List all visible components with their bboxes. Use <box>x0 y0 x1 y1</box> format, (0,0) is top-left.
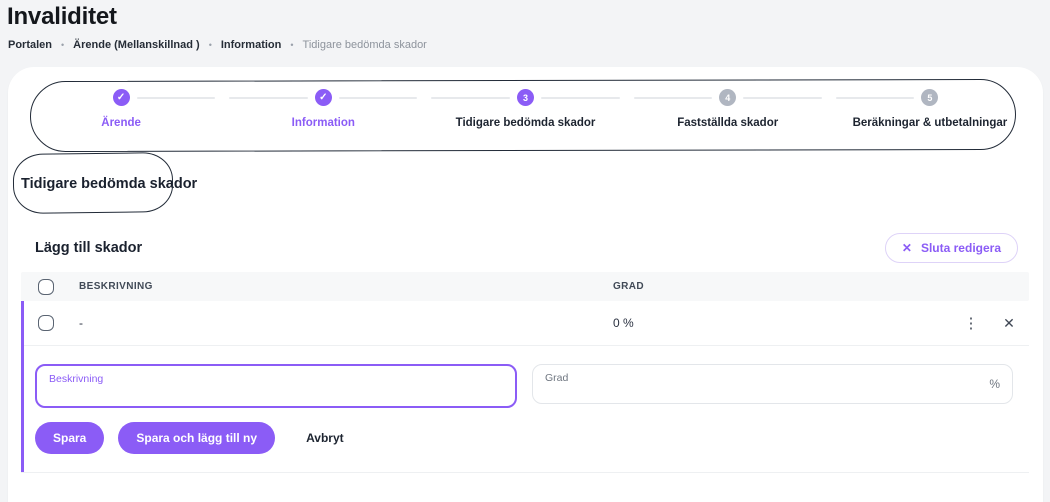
section-heading: Tidigare bedömda skador <box>21 176 198 192</box>
add-damages-title: Lägg till skador <box>35 240 143 256</box>
breadcrumb-separator: • <box>61 40 65 50</box>
table-header-row: BESKRIVNING GRAD <box>21 272 1029 301</box>
step-number-badge[interactable]: 3 <box>517 89 535 106</box>
stepper-step-arende[interactable]: ✓ Ärende <box>20 89 222 129</box>
cancel-button[interactable]: Avbryt <box>300 430 350 446</box>
step-connector <box>743 96 822 99</box>
grad-field[interactable]: Grad % <box>532 364 1013 404</box>
step-connector <box>338 96 418 99</box>
form-actions: Spara Spara och lägg till ny Avbryt <box>24 408 1029 472</box>
step-label: Fastställda skador <box>677 117 779 129</box>
page-header: Invaliditet Portalen • Ärende (Mellanski… <box>0 0 1050 51</box>
step-connector <box>431 96 511 99</box>
header-checkbox-cell <box>21 278 79 295</box>
step-track: ✓ <box>20 89 222 106</box>
check-icon: ✓ <box>116 91 126 103</box>
grad-field-label: Grad <box>545 372 569 384</box>
breadcrumb-separator: • <box>290 40 294 50</box>
save-button[interactable]: Spara <box>35 422 105 454</box>
column-header-grad: GRAD <box>613 281 645 292</box>
step-completed-icon[interactable]: ✓ <box>112 89 130 106</box>
step-label: Tidigare bedömda skador <box>455 117 596 129</box>
beskrivning-field-label: Beskrivning <box>49 373 104 385</box>
step-connector <box>835 96 915 99</box>
section-divider <box>21 472 1029 473</box>
step-track: ✓ <box>222 89 424 106</box>
column-header-beskrivning: BESKRIVNING <box>79 281 153 292</box>
row-checkbox-cell <box>24 315 79 331</box>
add-damages-toolbar: Lägg till skador ✕ Sluta redigera <box>35 233 1018 263</box>
stop-editing-button[interactable]: ✕ Sluta redigera <box>884 233 1018 263</box>
row-checkbox[interactable] <box>38 315 54 331</box>
step-connector <box>136 96 216 99</box>
main-card: ✓ Ärende ✓ Information 3 Tidigare bedömd… <box>8 67 1043 502</box>
select-all-checkbox[interactable] <box>38 278 54 295</box>
step-track: 4 <box>627 89 829 106</box>
check-icon: ✓ <box>319 91 328 103</box>
breadcrumb-item-arende[interactable]: Ärende (Mellanskillnad ) <box>73 39 200 51</box>
row-grad-value: 0 % <box>613 316 634 330</box>
damage-edit-form: Beskrivning Grad % <box>24 346 1029 408</box>
stop-editing-label: Sluta redigera <box>920 241 1001 255</box>
save-and-add-new-button[interactable]: Spara och lägg till ny <box>118 422 276 454</box>
step-track: 5 <box>829 89 1031 106</box>
damages-table: BESKRIVNING GRAD - 0 % ⋮ ✕ Beskrivning <box>21 272 1029 473</box>
step-label: Information <box>291 117 355 129</box>
step-connector <box>541 96 620 99</box>
step-completed-icon[interactable]: ✓ <box>314 89 332 106</box>
step-label: Beräkningar & utbetalningar <box>852 117 1008 129</box>
row-menu-kebab-icon[interactable]: ⋮ <box>953 314 989 332</box>
beskrivning-field[interactable]: Beskrivning <box>35 364 517 408</box>
breadcrumb-item-portalen[interactable]: Portalen <box>8 39 53 51</box>
row-beskrivning-value: - <box>79 316 83 330</box>
breadcrumb-item-current: Tidigare bedömda skador <box>302 39 427 51</box>
step-number-badge[interactable]: 4 <box>719 89 737 106</box>
page-title: Invaliditet <box>7 3 117 30</box>
stepper-step-faststallda-skador[interactable]: 4 Fastställda skador <box>627 89 829 129</box>
step-track: 3 <box>424 89 626 106</box>
breadcrumb: Portalen • Ärende (Mellanskillnad ) • In… <box>7 31 1050 51</box>
step-connector <box>633 96 713 99</box>
breadcrumb-item-information[interactable]: Information <box>220 39 282 51</box>
edit-section: - 0 % ⋮ ✕ Beskrivning Grad % Spara Spara… <box>21 301 1029 472</box>
table-row: - 0 % ⋮ ✕ <box>24 301 1029 346</box>
close-icon: ✕ <box>901 241 912 255</box>
step-connector <box>229 96 308 99</box>
stepper-step-berakningar[interactable]: 5 Beräkningar & utbetalningar <box>829 89 1031 129</box>
stepper-step-tidigare-bedomda-skador[interactable]: 3 Tidigare bedömda skador <box>424 89 626 129</box>
step-number-badge[interactable]: 5 <box>921 89 939 106</box>
breadcrumb-separator: • <box>208 40 212 50</box>
row-remove-icon[interactable]: ✕ <box>989 315 1029 332</box>
grad-input[interactable] <box>545 382 984 400</box>
step-label: Ärende <box>101 117 141 129</box>
stepper-step-information[interactable]: ✓ Information <box>222 89 424 129</box>
percent-suffix: % <box>989 377 1000 391</box>
beskrivning-input[interactable] <box>49 385 487 403</box>
stepper: ✓ Ärende ✓ Information 3 Tidigare bedömd… <box>8 67 1043 129</box>
